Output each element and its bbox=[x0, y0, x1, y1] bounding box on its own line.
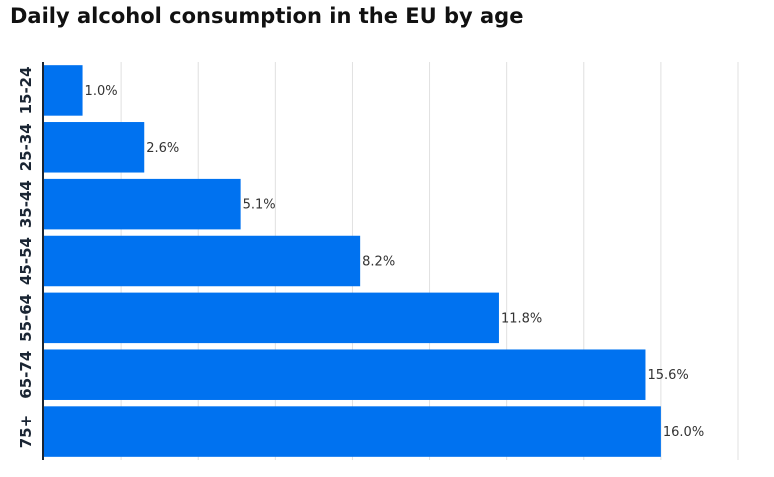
chart-title: Daily alcohol consumption in the EU by a… bbox=[10, 4, 524, 28]
bar-45-54 bbox=[44, 235, 361, 287]
category-label-35-44: 35-44 bbox=[17, 180, 35, 228]
bar-15-24 bbox=[44, 65, 83, 116]
bar-25-34 bbox=[44, 122, 145, 173]
bar-55-64 bbox=[44, 292, 499, 344]
bar-35-44 bbox=[44, 178, 241, 230]
category-label-55-64: 55-64 bbox=[17, 294, 35, 342]
category-label-25-34: 25-34 bbox=[17, 123, 35, 171]
value-label-45-54: 8.2% bbox=[362, 255, 395, 270]
category-label-15-24: 15-24 bbox=[17, 66, 35, 114]
bar-65-74 bbox=[44, 349, 646, 400]
labels: 1.0% 15-24 2.6% 25-34 5.1% 35-44 8.2% 45-54 11.8… bbox=[17, 66, 704, 448]
bar-75+ bbox=[44, 406, 661, 457]
value-label-15-24: 1.0% bbox=[85, 84, 118, 99]
value-label-55-64: 11.8% bbox=[501, 311, 542, 326]
value-label-65-74: 15.6% bbox=[647, 368, 688, 383]
category-label-65-74: 65-74 bbox=[17, 351, 35, 399]
category-label-75+: 75+ bbox=[17, 415, 35, 448]
bars bbox=[44, 65, 661, 457]
value-label-25-34: 2.6% bbox=[146, 141, 179, 156]
value-label-35-44: 5.1% bbox=[243, 198, 276, 213]
value-label-75+: 16.0% bbox=[663, 425, 704, 440]
category-label-45-54: 45-54 bbox=[17, 237, 35, 285]
